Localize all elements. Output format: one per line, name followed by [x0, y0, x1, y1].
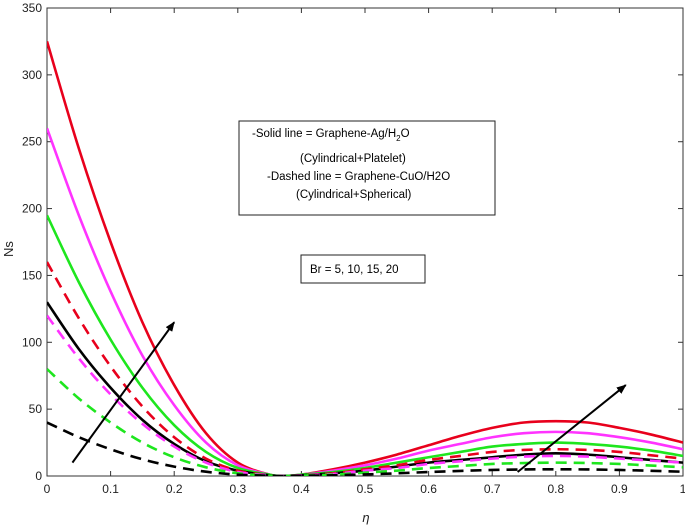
solid-line-shape: (Cylindrical+Platelet) [300, 153, 406, 165]
y-tick-label: 150 [22, 268, 42, 282]
trend-arrow-2 [517, 384, 627, 473]
axis-ticks: 0 0.1 0.2 0.3 0.4 0.5 0.6 0.7 0.8 0.9 1 0 50 100 150 20… [22, 1, 685, 496]
annotation-box: -Solid line = Graphene-Ag/H2O (Cylindric… [238, 120, 496, 216]
dashed-line-label: -Dashed line = Graphene-CuO/H2O [267, 171, 450, 183]
x-tick-label: 0.5 [357, 482, 374, 496]
solid-line-end: O [401, 128, 410, 140]
x-tick-label: 1 [680, 482, 685, 496]
y-tick-label: 250 [22, 135, 42, 149]
x-tick-label: 0.9 [611, 482, 628, 496]
x-tick-label: 0.8 [547, 482, 564, 496]
y-tick-label: 200 [22, 202, 42, 216]
x-tick-label: 0.4 [293, 482, 310, 496]
solid-line-text: -Solid line = Graphene-Ag/H [252, 128, 396, 140]
x-axis-label: η [362, 510, 369, 525]
series-line-1-solid [47, 41, 683, 476]
x-tick-label: 0.2 [166, 482, 183, 496]
x-tick-label: 0.7 [484, 482, 501, 496]
x-tick-label: 0 [44, 482, 51, 496]
y-tick-label: 100 [22, 335, 42, 349]
y-axis-label: Ns [1, 241, 16, 257]
series-line-6-dashed [47, 314, 683, 476]
y-tick-label: 50 [29, 402, 43, 416]
plot-area [46, 7, 684, 477]
solid-line-subscript: 2 [396, 134, 401, 143]
arrow-layer [71, 321, 627, 473]
y-tick-label: 0 [35, 469, 42, 483]
parameter-box: Br = 5, 10, 15, 20 [300, 254, 426, 284]
annotation-box-frame [238, 120, 496, 216]
solid-line-label: -Solid line = Graphene-Ag/H2O [252, 128, 410, 143]
x-tick-label: 0.1 [102, 482, 119, 496]
x-tick-label: 0.3 [229, 482, 246, 496]
y-tick-label: 300 [22, 68, 42, 82]
series-layer [47, 41, 683, 476]
series-line-8-dashed [47, 421, 683, 476]
trend-arrow-1 [71, 321, 176, 464]
parameter-box-frame [300, 254, 426, 284]
series-line-3-solid [47, 214, 683, 476]
x-tick-label: 0.6 [420, 482, 437, 496]
parameter-label: Br = 5, 10, 15, 20 [310, 264, 399, 276]
y-tick-label: 350 [22, 1, 42, 15]
dashed-line-shape: (Cylindrical+Spherical) [296, 189, 412, 201]
